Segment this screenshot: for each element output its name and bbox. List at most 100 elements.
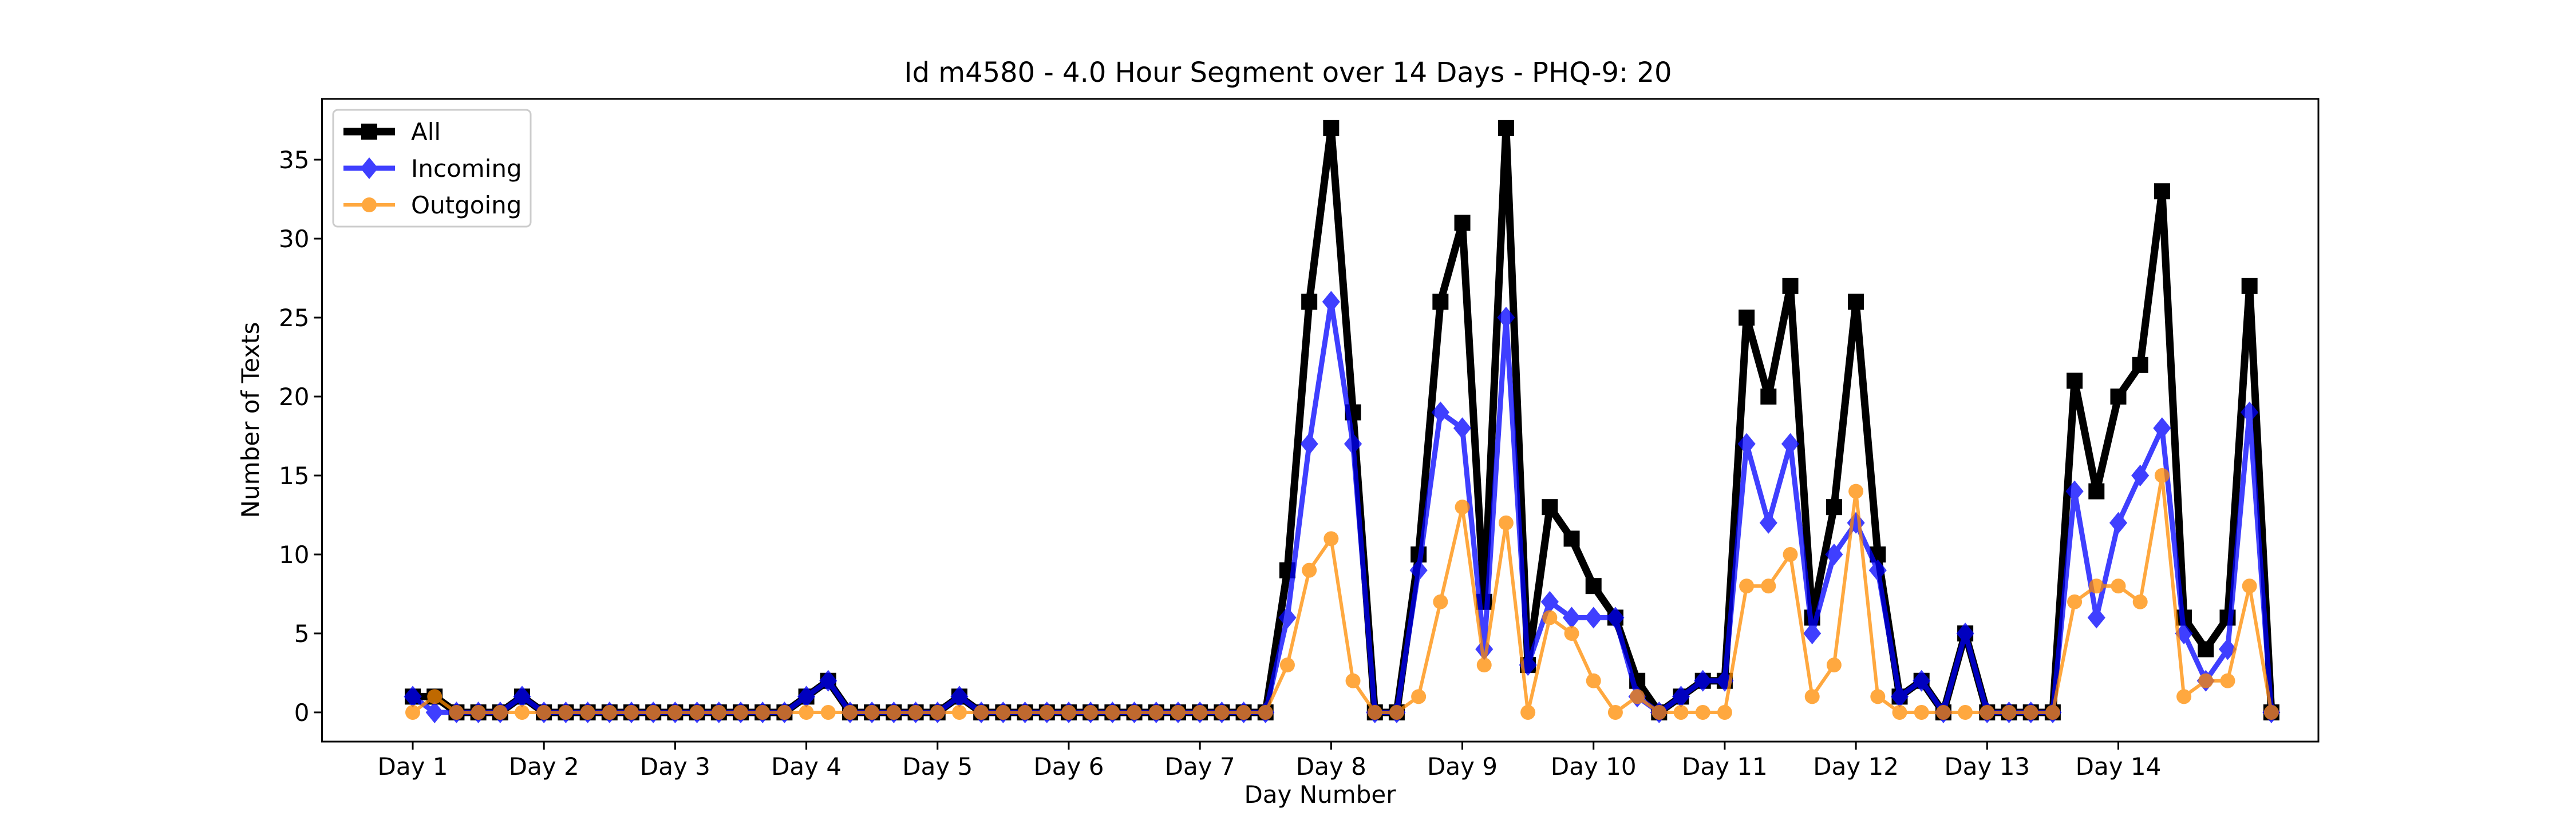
x-tick-label: Day 4 [771, 752, 841, 781]
y-tick-label: 25 [279, 304, 309, 332]
data-point-outgoing [1564, 625, 1579, 641]
data-point-incoming [1781, 433, 1800, 455]
data-point-outgoing [2045, 704, 2060, 720]
data-point-outgoing [930, 704, 945, 720]
data-point-outgoing [1520, 704, 1536, 720]
data-point-outgoing [1433, 594, 1448, 609]
data-point-incoming [1278, 607, 1297, 629]
data-point-all [1454, 215, 1471, 231]
series-incoming [404, 291, 2281, 723]
x-tick-label: Day 12 [1813, 752, 1899, 781]
y-axis-label: Number of Texts [236, 322, 264, 518]
x-tick-label: Day 7 [1165, 752, 1235, 781]
data-point-outgoing [1914, 704, 1929, 720]
data-point-outgoing [427, 689, 442, 704]
data-point-incoming [425, 701, 444, 723]
data-point-outgoing [1673, 704, 1689, 720]
data-point-all [1585, 578, 1602, 595]
data-point-outgoing [1783, 546, 1798, 562]
data-point-outgoing [1586, 673, 1601, 688]
data-point-outgoing [755, 704, 771, 720]
data-point-outgoing [974, 704, 989, 720]
data-point-incoming [1431, 401, 1449, 423]
data-point-incoming [2241, 401, 2259, 423]
data-point-outgoing [492, 704, 508, 720]
data-point-outgoing [1980, 704, 1995, 720]
data-point-outgoing [1039, 704, 1054, 720]
data-point-outgoing [449, 704, 464, 720]
data-point-all [2088, 483, 2105, 500]
data-point-outgoing [667, 704, 683, 720]
x-tick-label: Day 2 [509, 752, 579, 781]
data-point-outgoing [1935, 704, 1951, 720]
data-point-incoming [797, 686, 816, 708]
data-point-outgoing [1695, 704, 1710, 720]
data-point-all [1323, 120, 1340, 136]
data-point-outgoing [689, 704, 705, 720]
data-point-incoming [1825, 543, 1843, 565]
data-point-outgoing [471, 704, 486, 720]
data-point-incoming [1585, 607, 1603, 629]
x-tick-label: Day 8 [1296, 752, 1366, 781]
data-point-outgoing [2089, 579, 2104, 594]
data-point-outgoing [602, 704, 617, 720]
data-point-incoming [1737, 433, 1756, 455]
data-point-outgoing [1607, 704, 1623, 720]
data-point-all [1563, 530, 1580, 547]
data-point-outgoing [820, 704, 836, 720]
data-point-incoming [1562, 607, 1581, 629]
y-tick-label: 35 [279, 146, 309, 174]
data-point-outgoing [1214, 704, 1230, 720]
data-point-all [2067, 373, 2083, 389]
x-tick-label: Day 13 [1944, 752, 2030, 781]
y-tick-label: 5 [294, 620, 310, 648]
legend-label-outgoing: Outgoing [411, 191, 521, 219]
data-point-incoming [1803, 622, 1822, 644]
data-point-outgoing [1848, 484, 1864, 499]
legend-label-all: All [411, 118, 441, 146]
data-point-incoming [1913, 670, 1931, 692]
data-point-all [1739, 310, 1755, 326]
data-point-outgoing [1148, 704, 1164, 720]
legend-marker-all [361, 124, 377, 140]
y-tick-label: 10 [279, 541, 309, 569]
data-point-outgoing [1192, 704, 1208, 720]
data-point-outgoing [1083, 704, 1099, 720]
data-point-incoming [1759, 512, 1777, 534]
data-point-outgoing [842, 704, 858, 720]
data-point-outgoing [886, 704, 902, 720]
data-point-outgoing [1345, 673, 1361, 688]
data-point-outgoing [908, 704, 923, 720]
x-tick-label: Day 3 [640, 752, 710, 781]
data-point-all [1432, 294, 1449, 310]
data-point-outgoing [2111, 579, 2126, 594]
data-point-incoming [1694, 670, 1712, 692]
x-tick-label: Day 1 [378, 752, 448, 781]
data-point-incoming [1540, 591, 1559, 613]
data-point-outgoing [1717, 704, 1732, 720]
y-tick-label: 20 [279, 383, 309, 411]
data-point-outgoing [1411, 689, 1427, 704]
data-point-outgoing [1302, 562, 1317, 578]
data-point-incoming [1344, 433, 1362, 455]
data-point-outgoing [646, 704, 661, 720]
data-point-all [1826, 499, 1842, 516]
data-point-incoming [819, 670, 837, 692]
data-point-incoming [1300, 433, 1318, 455]
data-point-outgoing [2023, 704, 2038, 720]
data-point-outgoing [558, 704, 574, 720]
x-axis-label: Day Number [1244, 781, 1396, 809]
x-tick-label: Day 11 [1682, 752, 1768, 781]
legend-item-outgoing [343, 197, 395, 212]
data-point-outgoing [1476, 657, 1492, 673]
data-point-incoming [950, 686, 969, 708]
plot-frame [321, 98, 2320, 743]
data-point-outgoing [1389, 704, 1404, 720]
data-point-outgoing [1258, 704, 1273, 720]
data-point-outgoing [1870, 689, 1886, 704]
data-point-outgoing [1236, 704, 1251, 720]
data-point-all [1542, 499, 1558, 516]
data-point-incoming [1868, 559, 1887, 581]
data-point-outgoing [1739, 579, 1755, 594]
